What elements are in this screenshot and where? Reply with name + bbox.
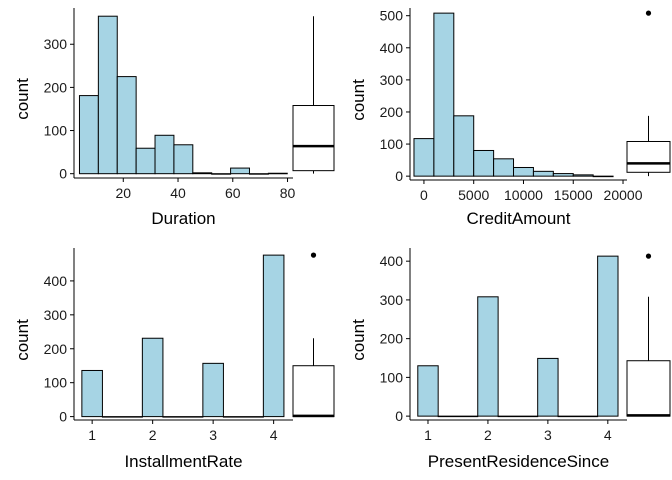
x-axis-title: InstallmentRate: [124, 452, 242, 471]
y-axis-title: count: [13, 319, 32, 361]
histogram-bar: [81, 369, 103, 418]
x-tick-label: 80: [280, 185, 296, 201]
y-tick-label: 400: [44, 273, 68, 289]
y-tick-label: 300: [380, 72, 404, 88]
x-tick-label: 4: [270, 427, 278, 443]
x-tick-label: 2: [149, 427, 157, 443]
x-tick-label: 15000: [554, 187, 593, 203]
y-axis-title: count: [349, 79, 368, 121]
x-axis-title: Duration: [151, 209, 215, 228]
boxplot: [626, 253, 671, 417]
y-tick-label: 400: [380, 253, 404, 269]
y-tick-label: 300: [380, 292, 404, 308]
histogram-bar: [202, 362, 224, 418]
boxplot-outlier: [310, 252, 317, 258]
x-tick-label: 60: [225, 185, 241, 201]
x-tick-label: 40: [170, 185, 186, 201]
histogram-bar: [592, 175, 614, 178]
histogram-bar: [267, 172, 288, 175]
y-tick-label: 200: [44, 79, 68, 95]
y-tick-label: 200: [380, 104, 404, 120]
x-axis-title: CreditAmount: [467, 209, 571, 228]
y-tick-label: 100: [44, 375, 68, 391]
panel-installmentrate: 0 100 200 300 400 1 2 3 4 InstallmentRate count: [13, 248, 335, 471]
histogram-bar: [477, 296, 499, 417]
y-tick-label: 100: [44, 123, 68, 139]
histogram-bar: [537, 357, 559, 417]
boxplot-box: [626, 360, 671, 417]
histogram-bar: [135, 147, 156, 175]
panel-presentresidencesince: 0 100 200 300 400 1 2 3 4 PresentResidenceSince co…: [349, 248, 671, 471]
x-tick-label: 2: [484, 427, 492, 443]
boxplot-outlier: [645, 253, 652, 259]
y-tick-label: 0: [59, 409, 67, 425]
boxplot-outlier: [645, 10, 652, 16]
y-tick-label: 300: [44, 307, 68, 323]
histogram-bar: [173, 144, 194, 175]
boxplot: [292, 252, 335, 418]
histogram-bar: [497, 415, 539, 418]
histogram-bar: [413, 138, 435, 177]
histogram-bar: [453, 115, 475, 177]
histogram-bar: [513, 166, 534, 177]
x-tick-label: 5000: [458, 187, 489, 203]
y-axis-title: count: [13, 78, 32, 120]
histogram-bar: [230, 167, 250, 175]
histogram-bar: [493, 158, 515, 177]
x-tick-label: 20000: [604, 187, 643, 203]
histogram-bar: [262, 254, 285, 418]
histogram-bar: [78, 95, 99, 175]
histogram-bar: [433, 12, 455, 177]
x-tick-label: 10000: [504, 187, 543, 203]
y-tick-label: 400: [380, 40, 404, 56]
boxplot: [292, 16, 335, 174]
histogram-bar: [101, 416, 143, 418]
histogram-bar: [141, 337, 164, 418]
x-tick-label: 20: [115, 185, 131, 201]
histogram-bar: [417, 365, 439, 417]
x-tick-label: 1: [424, 427, 432, 443]
boxplot-box: [292, 365, 335, 418]
histogram-bar: [162, 416, 204, 418]
histogram-bar: [532, 170, 554, 177]
y-tick-label: 200: [380, 331, 404, 347]
y-tick-label: 200: [44, 341, 68, 357]
histogram-bar: [116, 76, 137, 175]
x-tick-label: 4: [604, 427, 612, 443]
histogram-bar: [97, 15, 118, 175]
boxplot-box: [626, 140, 671, 173]
y-tick-label: 0: [395, 408, 403, 424]
boxplot-box: [292, 105, 335, 172]
x-tick-label: 0: [420, 187, 428, 203]
panel-duration: 0 100 200 300 20 40 60 80 Duration count: [13, 8, 335, 228]
x-axis-title: PresentResidenceSince: [428, 452, 609, 471]
histogram-bar: [552, 173, 574, 177]
histogram-bar: [597, 255, 619, 417]
x-tick-label: 1: [88, 427, 96, 443]
y-tick-label: 0: [59, 166, 67, 182]
boxplot: [626, 10, 671, 177]
histogram-bar: [154, 134, 175, 175]
y-tick-label: 100: [380, 136, 404, 152]
y-tick-label: 500: [380, 8, 404, 24]
y-tick-label: 0: [395, 168, 403, 184]
histogram-bar: [211, 173, 232, 175]
histogram-bar: [192, 172, 213, 175]
histogram-bar: [437, 415, 479, 418]
x-tick-label: 3: [209, 427, 217, 443]
y-axis-title: count: [349, 319, 368, 361]
histogram-bar: [572, 174, 594, 177]
histogram-bar: [473, 149, 495, 177]
y-tick-label: 300: [44, 36, 68, 52]
y-tick-label: 100: [380, 369, 404, 385]
x-tick-label: 3: [544, 427, 552, 443]
histogram-bar: [222, 416, 264, 418]
histogram-bar: [557, 415, 599, 418]
histogram-bar: [248, 173, 269, 175]
